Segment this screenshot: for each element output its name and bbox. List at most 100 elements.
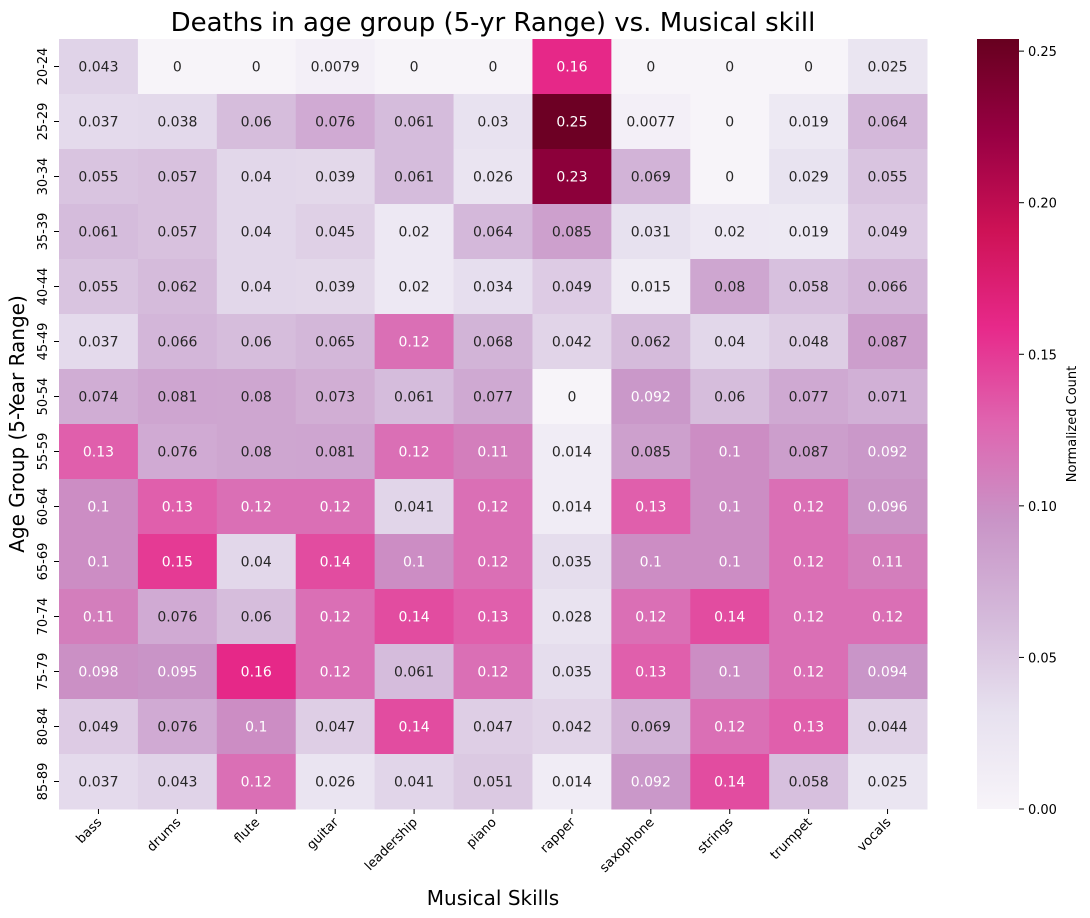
heatmap-cell <box>295 424 376 480</box>
y-tick-label: 70-74 <box>36 598 51 636</box>
cell-value-label: 0.037 <box>78 775 118 791</box>
cell-value-label: 0.1 <box>719 500 741 516</box>
cell-value-label: 0.061 <box>394 170 434 186</box>
cell-value-label: 0.16 <box>241 665 272 681</box>
cell-value-label: 0.049 <box>867 225 907 241</box>
x-tick-label: saxophone <box>597 815 658 876</box>
cell-value-label: 0.094 <box>867 665 907 681</box>
cell-value-label: 0 <box>725 170 734 186</box>
heatmap-cell <box>374 39 455 95</box>
heatmap-cell <box>295 479 376 535</box>
cell-value-label: 0.13 <box>635 500 666 516</box>
cell-value-label: 0.049 <box>78 720 118 736</box>
cell-value-label: 0.04 <box>241 225 272 241</box>
cell-value-label: 0.13 <box>162 500 193 516</box>
heatmap-cell <box>59 479 139 535</box>
cell-value-label: 0.06 <box>714 390 745 406</box>
cell-value-label: 0.12 <box>477 500 508 516</box>
heatmap-cell <box>59 204 139 260</box>
cell-value-label: 0.12 <box>320 665 351 681</box>
heatmap-cell <box>848 699 928 755</box>
cell-value-label: 0.25 <box>556 115 587 131</box>
cell-value-label: 0.12 <box>714 720 745 736</box>
cell-value-label: 0.014 <box>552 500 592 516</box>
cell-value-label: 0.057 <box>157 225 197 241</box>
cell-value-label: 0.073 <box>315 390 355 406</box>
cell-value-label: 0.038 <box>157 115 197 131</box>
cell-value-label: 0.062 <box>631 335 671 351</box>
heatmap-cell <box>374 479 455 535</box>
cell-value-label: 0.13 <box>793 720 824 736</box>
cell-value-label: 0.1 <box>640 555 662 571</box>
cell-value-label: 0.025 <box>867 775 907 791</box>
heatmap-cell <box>532 699 612 755</box>
cell-value-label: 0.12 <box>320 610 351 626</box>
cell-value-label: 0.0077 <box>626 115 675 131</box>
cell-value-label: 0.12 <box>241 500 272 516</box>
cell-value-label: 0.058 <box>789 280 829 296</box>
heatmap-cell <box>453 204 533 260</box>
heatmap-cell <box>690 204 770 260</box>
heatmap-cell <box>216 314 297 370</box>
heatmap-cell <box>848 644 928 700</box>
y-tick-label: 25-29 <box>36 103 51 141</box>
cell-value-label: 0.061 <box>394 665 434 681</box>
heatmap-cell <box>374 94 455 150</box>
x-tick-label: rapper <box>538 815 580 857</box>
heatmap-cell <box>690 644 770 700</box>
cell-value-label: 0.069 <box>631 720 671 736</box>
y-tick-label: 55-59 <box>36 433 51 471</box>
heatmap-cell <box>532 259 612 315</box>
cell-value-label: 0.14 <box>399 720 430 736</box>
cell-value-label: 0.12 <box>635 610 666 626</box>
cell-value-label: 0.11 <box>872 555 903 571</box>
heatmap-cell <box>216 259 297 315</box>
heatmap-cell <box>216 699 297 755</box>
heatmap-cell <box>453 424 533 480</box>
heatmap-cell <box>137 149 218 205</box>
cell-value-label: 0.06 <box>241 610 272 626</box>
cell-value-label: 0.0079 <box>311 60 360 76</box>
heatmap-cell <box>532 589 612 645</box>
cell-value-label: 0.042 <box>552 335 592 351</box>
heatmap-cell <box>848 314 928 370</box>
heatmap-cell <box>137 424 218 480</box>
heatmap-cell <box>453 149 533 205</box>
cell-value-label: 0 <box>725 60 734 76</box>
heatmap-cell <box>295 149 376 205</box>
cell-value-label: 0.081 <box>315 445 355 461</box>
heatmap-cell <box>295 314 376 370</box>
cell-value-label: 0.061 <box>78 225 118 241</box>
cell-value-label: 0 <box>725 115 734 131</box>
heatmap-cell <box>374 369 455 425</box>
heatmap-cell <box>532 534 612 590</box>
cell-value-label: 0.025 <box>867 60 907 76</box>
cell-value-label: 0.076 <box>157 720 197 736</box>
colorbar-tick-label: 0.05 <box>1028 651 1057 666</box>
cell-value-label: 0.092 <box>631 775 671 791</box>
cell-value-label: 0.061 <box>394 390 434 406</box>
cell-value-label: 0.055 <box>78 170 118 186</box>
cell-value-label: 0.085 <box>552 225 592 241</box>
cell-value-label: 0.074 <box>78 390 118 406</box>
cell-value-label: 0.092 <box>867 445 907 461</box>
cell-value-label: 0.04 <box>241 170 272 186</box>
x-tick-label: drums <box>144 815 184 855</box>
x-tick-label: vocals <box>855 815 895 855</box>
heatmap-cell <box>848 39 928 95</box>
heatmap-cell <box>690 259 770 315</box>
cell-value-label: 0.1 <box>403 555 425 571</box>
cell-value-label: 0.095 <box>157 665 197 681</box>
heatmap-cell <box>848 94 928 150</box>
cell-value-label: 0.16 <box>556 60 587 76</box>
cell-value-label: 0.1 <box>245 720 267 736</box>
heatmap-cell <box>769 204 849 260</box>
heatmap-cell <box>611 259 691 315</box>
heatmap-cell <box>295 259 376 315</box>
heatmap-cell <box>137 589 218 645</box>
cell-value-label: 0.08 <box>241 445 272 461</box>
cell-value-label: 0.12 <box>793 500 824 516</box>
cell-value-label: 0.08 <box>714 280 745 296</box>
heatmap-cell <box>374 149 455 205</box>
x-tick-label: piano <box>464 815 500 851</box>
